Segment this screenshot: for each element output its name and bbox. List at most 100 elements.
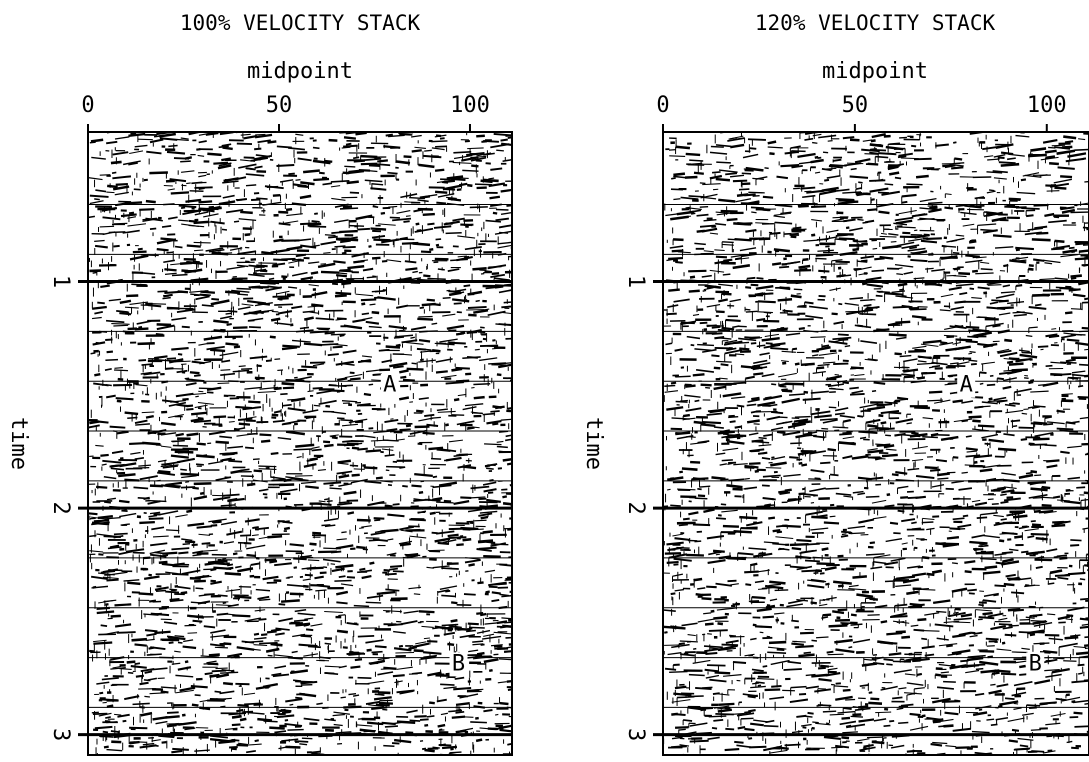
wiggle: [911, 522, 916, 523]
wiggle: [501, 419, 519, 420]
wiggle: [962, 472, 968, 473]
wiggle: [384, 420, 398, 422]
wiggle: [241, 134, 251, 135]
wiggle: [220, 691, 235, 693]
wiggle: [375, 646, 387, 647]
wiggle: [406, 425, 411, 426]
wiggle: [396, 306, 408, 308]
wiggle: [139, 522, 155, 523]
wiggle: [767, 417, 780, 420]
wiggle: [402, 486, 408, 487]
wiggle: [236, 434, 255, 437]
wiggle: [362, 313, 369, 314]
wiggle: [867, 425, 877, 426]
wiggle: [241, 469, 250, 470]
wiggle: [246, 174, 264, 176]
wiggle: [211, 222, 225, 224]
wiggle: [1044, 263, 1052, 264]
wiggle: [1039, 704, 1047, 705]
wiggle: [268, 655, 273, 656]
wiggle: [106, 321, 124, 323]
wiggle: [299, 744, 307, 745]
wiggle: [193, 621, 203, 622]
wiggle: [666, 314, 677, 315]
wiggle: [998, 618, 1007, 620]
wiggle: [229, 422, 235, 423]
wiggle: [330, 344, 348, 346]
wiggle: [282, 346, 300, 347]
wiggle: [365, 180, 383, 181]
wiggle: [386, 467, 405, 468]
wiggle: [745, 584, 751, 585]
wiggle: [708, 737, 720, 739]
annotation: B: [452, 651, 465, 676]
wiggle: [841, 737, 849, 738]
wiggle: [100, 455, 108, 456]
wiggle: [994, 178, 1007, 179]
wiggle: [131, 666, 147, 668]
wiggle: [458, 394, 466, 395]
wiggle: [1067, 741, 1073, 742]
wiggle: [95, 445, 103, 446]
wiggle: [331, 564, 335, 565]
wiggle: [841, 536, 848, 537]
wiggle: [359, 569, 365, 570]
wiggle: [316, 391, 332, 394]
wiggle: [889, 173, 899, 175]
wiggle: [342, 424, 358, 425]
wiggle: [167, 358, 176, 359]
wiggle: [441, 375, 456, 377]
wiggle: [353, 157, 359, 158]
wiggle: [1026, 617, 1035, 618]
wiggle: [693, 524, 710, 525]
wiggle: [997, 684, 1009, 686]
wiggle: [1072, 701, 1076, 702]
wiggle: [946, 645, 953, 646]
wiggle: [485, 271, 492, 272]
wiggle: [202, 550, 217, 551]
wiggle: [987, 159, 999, 160]
wiggle: [227, 324, 232, 325]
wiggle: [164, 269, 176, 270]
wiggle: [337, 539, 347, 540]
wiggle: [675, 590, 684, 591]
wiggle: [220, 374, 235, 376]
wiggle: [144, 577, 159, 579]
wiggle: [455, 712, 464, 713]
seismic-texture: [663, 130, 1089, 760]
wiggle: [832, 338, 851, 340]
wiggle: [284, 724, 302, 726]
wiggle: [771, 661, 790, 665]
wiggle: [399, 354, 412, 355]
wiggle: [244, 387, 262, 389]
wiggle: [104, 747, 109, 748]
wiggle: [95, 727, 113, 728]
wiggle: [286, 432, 305, 434]
wiggle: [902, 195, 917, 196]
wiggle: [244, 693, 255, 694]
wiggle: [181, 476, 197, 478]
wiggle: [453, 688, 471, 689]
wiggle: [168, 217, 177, 219]
wiggle: [127, 224, 146, 226]
wiggle: [88, 513, 97, 514]
wiggle: [344, 326, 362, 329]
wiggle: [432, 417, 441, 418]
wiggle: [89, 425, 100, 427]
wiggle: [1009, 625, 1019, 626]
wiggle: [800, 633, 814, 634]
wiggle: [496, 219, 509, 221]
wiggle: [884, 726, 891, 727]
wiggle: [733, 662, 746, 663]
wiggle: [418, 200, 429, 202]
wiggle: [1009, 549, 1018, 550]
wiggle: [506, 493, 523, 494]
wiggle: [399, 370, 408, 372]
wiggle: [664, 632, 667, 633]
wiggle: [490, 275, 505, 277]
wiggle: [345, 374, 362, 377]
wiggle: [219, 453, 231, 454]
wiggle: [366, 602, 381, 603]
wiggle: [731, 397, 745, 399]
wiggle: [202, 427, 206, 428]
